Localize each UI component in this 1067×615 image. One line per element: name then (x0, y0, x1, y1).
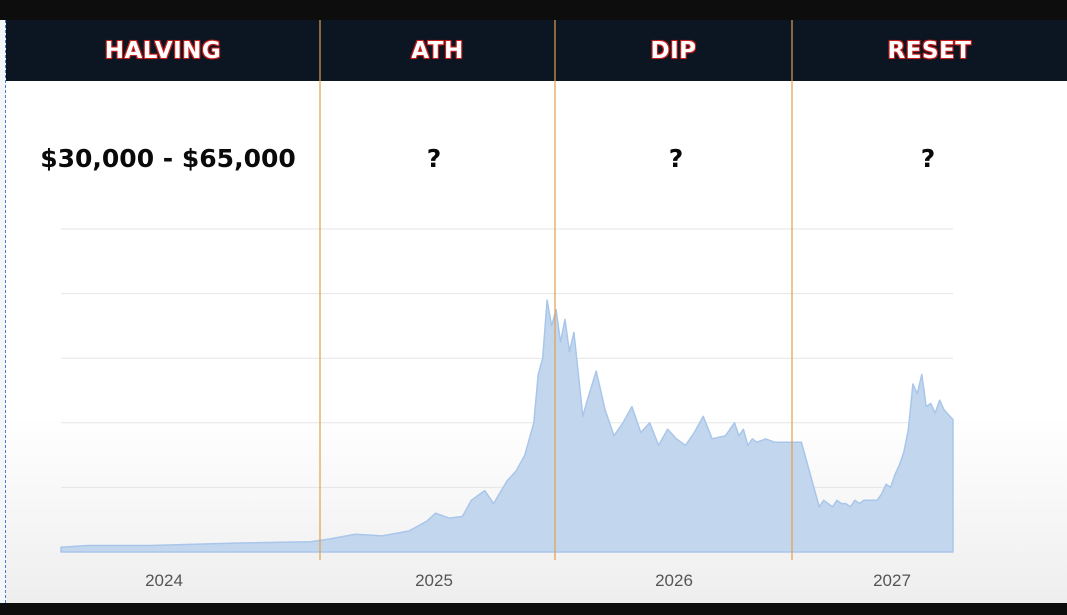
phase-label-reset: RESET (887, 37, 972, 64)
x-tick-label-2024: 2024 (145, 571, 183, 590)
x-tick-label-2026: 2026 (655, 571, 693, 590)
price-range-reset: ? (920, 143, 936, 173)
price-area-series (60, 299, 954, 553)
phase-label-halving: HALVING (104, 37, 222, 64)
price-range-halving: $30,000 - $65,000 (40, 143, 296, 173)
price-range-ath: ? (426, 143, 442, 173)
phase-header-bar: HALVING ATH DIP RESET (6, 20, 1067, 81)
x-tick-label-2027: 2027 (873, 571, 911, 590)
left-edge-strip (0, 20, 6, 603)
bottom-black-bar (0, 603, 1067, 615)
price-range-dip: ? (668, 143, 684, 173)
phase-label-dip: DIP (650, 37, 697, 64)
price-area-chart: 2024 2025 2026 2027 (60, 20, 954, 590)
chart-slide: HALVING ATH DIP RESET $30,000 - $65,000 … (6, 20, 1067, 603)
phase-label-ath: ATH (411, 37, 464, 64)
x-tick-label-2025: 2025 (415, 571, 453, 590)
